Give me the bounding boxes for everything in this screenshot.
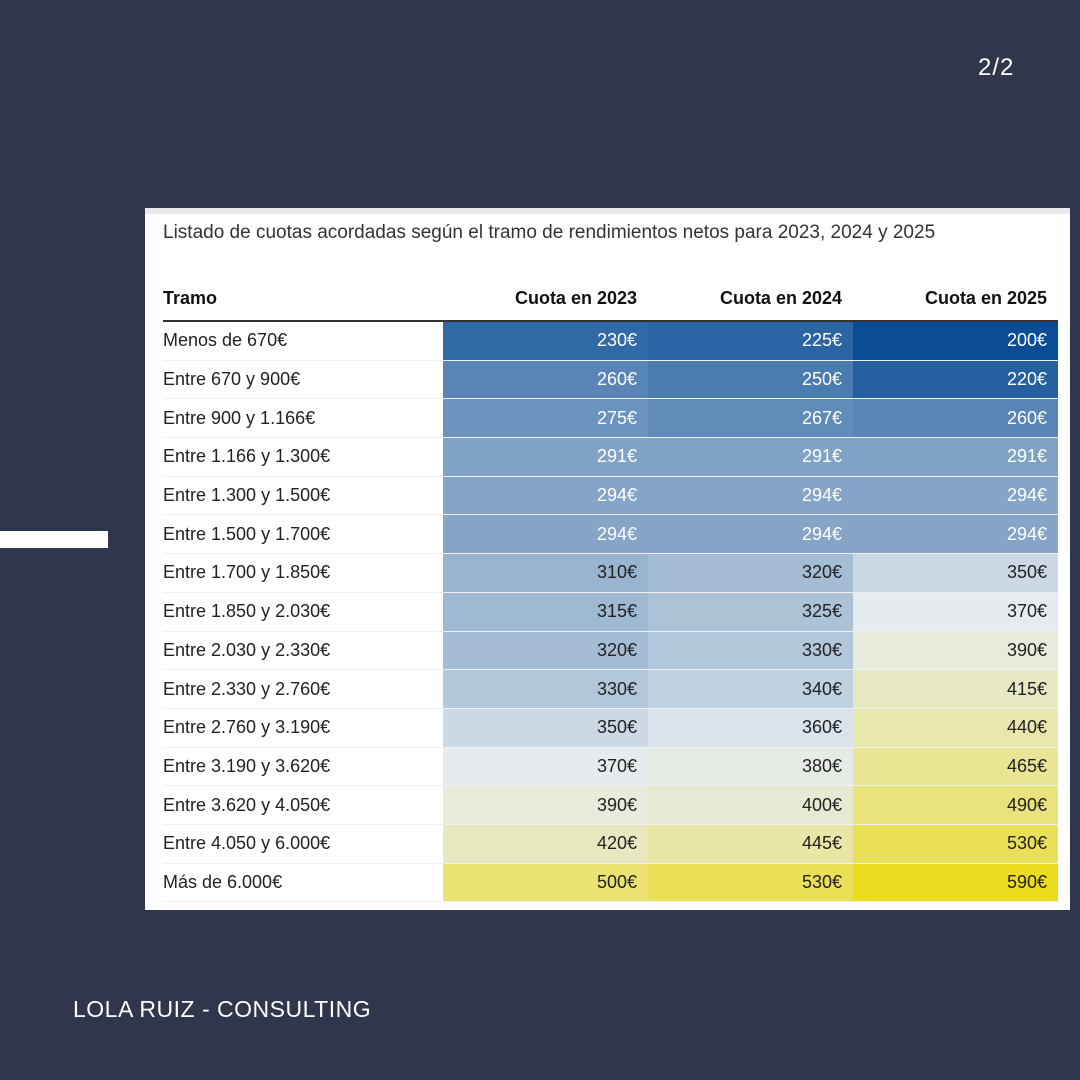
cuota-2025-cell: 390€ <box>853 631 1058 671</box>
header-tramo: Tramo <box>163 276 443 322</box>
cuota-2024-cell: 294€ <box>648 514 853 555</box>
cuota-2024-cell: 320€ <box>648 553 853 593</box>
header-cuota-2023: Cuota en 2023 <box>443 276 648 322</box>
tramo-cell: Entre 2.030 y 2.330€ <box>163 631 443 671</box>
cuota-2024-cell: 400€ <box>648 785 853 825</box>
cuota-2025-cell: 200€ <box>853 321 1058 361</box>
cuota-2025-cell: 291€ <box>853 437 1058 477</box>
cuota-2025-cell: 220€ <box>853 360 1058 400</box>
page-indicator: 2/2 <box>978 54 1015 81</box>
cuota-2023-cell: 230€ <box>443 321 648 361</box>
cuota-2023-cell: 310€ <box>443 553 648 593</box>
cuota-2024-cell: 267€ <box>648 398 853 439</box>
cuota-2023-cell: 291€ <box>443 437 648 477</box>
fee-table: Tramo Cuota en 2023 Cuota en 2024 Cuota … <box>163 276 1058 903</box>
cuota-2023-cell: 315€ <box>443 592 648 632</box>
tramo-cell: Entre 1.500 y 1.700€ <box>163 514 443 555</box>
cuota-2023-cell: 294€ <box>443 476 648 516</box>
cuota-2024-cell: 225€ <box>648 321 853 361</box>
table-row: Menos de 670€ 230€ 225€ 200€ <box>163 321 1058 361</box>
cuota-2025-cell: 370€ <box>853 592 1058 632</box>
table-row: Entre 1.700 y 1.850€ 310€ 320€ 350€ <box>163 553 1058 593</box>
cuota-2023-cell: 275€ <box>443 398 648 439</box>
cuota-2024-cell: 360€ <box>648 708 853 748</box>
cuota-2025-cell: 294€ <box>853 476 1058 516</box>
cuota-2023-cell: 350€ <box>443 708 648 748</box>
table-row: Entre 900 y 1.166€ 275€ 267€ 260€ <box>163 398 1058 439</box>
tramo-cell: Entre 1.300 y 1.500€ <box>163 476 443 516</box>
cuota-2023-cell: 330€ <box>443 669 648 709</box>
cuota-2024-cell: 445€ <box>648 824 853 864</box>
cuota-2024-cell: 325€ <box>648 592 853 632</box>
table-row: Entre 3.620 y 4.050€ 390€ 400€ 490€ <box>163 785 1058 825</box>
table-row: Entre 1.850 y 2.030€ 315€ 325€ 370€ <box>163 592 1058 632</box>
cuota-2024-cell: 250€ <box>648 360 853 400</box>
table-subtitle: Listado de cuotas acordadas según el tra… <box>163 222 936 243</box>
header-cuota-2024: Cuota en 2024 <box>648 276 853 322</box>
tramo-cell: Entre 2.760 y 3.190€ <box>163 708 443 748</box>
table-body: Menos de 670€ 230€ 225€ 200€ Entre 670 y 900… <box>163 321 1058 903</box>
cuota-2024-cell: 291€ <box>648 437 853 477</box>
table-row: Entre 2.030 y 2.330€ 320€ 330€ 390€ <box>163 631 1058 671</box>
cuota-2023-cell: 370€ <box>443 747 648 787</box>
cuota-2023-cell: 500€ <box>443 863 648 903</box>
tramo-cell: Menos de 670€ <box>163 321 443 361</box>
tramo-cell: Más de 6.000€ <box>163 863 443 903</box>
table-row: Entre 670 y 900€ 260€ 250€ 220€ <box>163 360 1058 400</box>
tramo-cell: Entre 2.330 y 2.760€ <box>163 669 443 709</box>
cuota-2023-cell: 260€ <box>443 360 648 400</box>
tramo-cell: Entre 1.166 y 1.300€ <box>163 437 443 477</box>
tramo-cell: Entre 3.190 y 3.620€ <box>163 747 443 787</box>
tramo-cell: Entre 1.700 y 1.850€ <box>163 553 443 593</box>
table-row: Entre 3.190 y 3.620€ 370€ 380€ 465€ <box>163 747 1058 787</box>
cuota-2023-cell: 320€ <box>443 631 648 671</box>
cuota-2024-cell: 294€ <box>648 476 853 516</box>
table-row: Entre 2.760 y 3.190€ 350€ 360€ 440€ <box>163 708 1058 748</box>
tramo-cell: Entre 1.850 y 2.030€ <box>163 592 443 632</box>
header-cuota-2025: Cuota en 2025 <box>853 276 1058 322</box>
cuota-2024-cell: 530€ <box>648 863 853 903</box>
cuota-2025-cell: 294€ <box>853 514 1058 555</box>
cuota-2024-cell: 330€ <box>648 631 853 671</box>
table-row: Más de 6.000€ 500€ 530€ 590€ <box>163 863 1058 903</box>
cuota-2024-cell: 380€ <box>648 747 853 787</box>
table-card: Listado de cuotas acordadas según el tra… <box>145 208 1070 910</box>
cuota-2023-cell: 420€ <box>443 824 648 864</box>
table-header-row: Tramo Cuota en 2023 Cuota en 2024 Cuota … <box>163 276 1058 322</box>
cuota-2025-cell: 260€ <box>853 398 1058 439</box>
table-row: Entre 1.300 y 1.500€ 294€ 294€ 294€ <box>163 476 1058 516</box>
table-row: Entre 1.500 y 1.700€ 294€ 294€ 294€ <box>163 514 1058 555</box>
tramo-cell: Entre 900 y 1.166€ <box>163 398 443 439</box>
table-row: Entre 1.166 y 1.300€ 291€ 291€ 291€ <box>163 437 1058 477</box>
tramo-cell: Entre 670 y 900€ <box>163 360 443 400</box>
cuota-2023-cell: 390€ <box>443 785 648 825</box>
cuota-2025-cell: 590€ <box>853 863 1058 903</box>
cuota-2025-cell: 490€ <box>853 785 1058 825</box>
table-row: Entre 4.050 y 6.000€ 420€ 445€ 530€ <box>163 824 1058 864</box>
cuota-2025-cell: 415€ <box>853 669 1058 709</box>
decorative-accent-bar <box>0 531 108 548</box>
cuota-2023-cell: 294€ <box>443 514 648 555</box>
tramo-cell: Entre 4.050 y 6.000€ <box>163 824 443 864</box>
cuota-2025-cell: 440€ <box>853 708 1058 748</box>
cuota-2025-cell: 530€ <box>853 824 1058 864</box>
footer-brand: LOLA RUIZ - CONSULTING <box>73 996 372 1022</box>
table-row: Entre 2.330 y 2.760€ 330€ 340€ 415€ <box>163 669 1058 709</box>
cuota-2025-cell: 465€ <box>853 747 1058 787</box>
cuota-2025-cell: 350€ <box>853 553 1058 593</box>
cuota-2024-cell: 340€ <box>648 669 853 709</box>
tramo-cell: Entre 3.620 y 4.050€ <box>163 785 443 825</box>
